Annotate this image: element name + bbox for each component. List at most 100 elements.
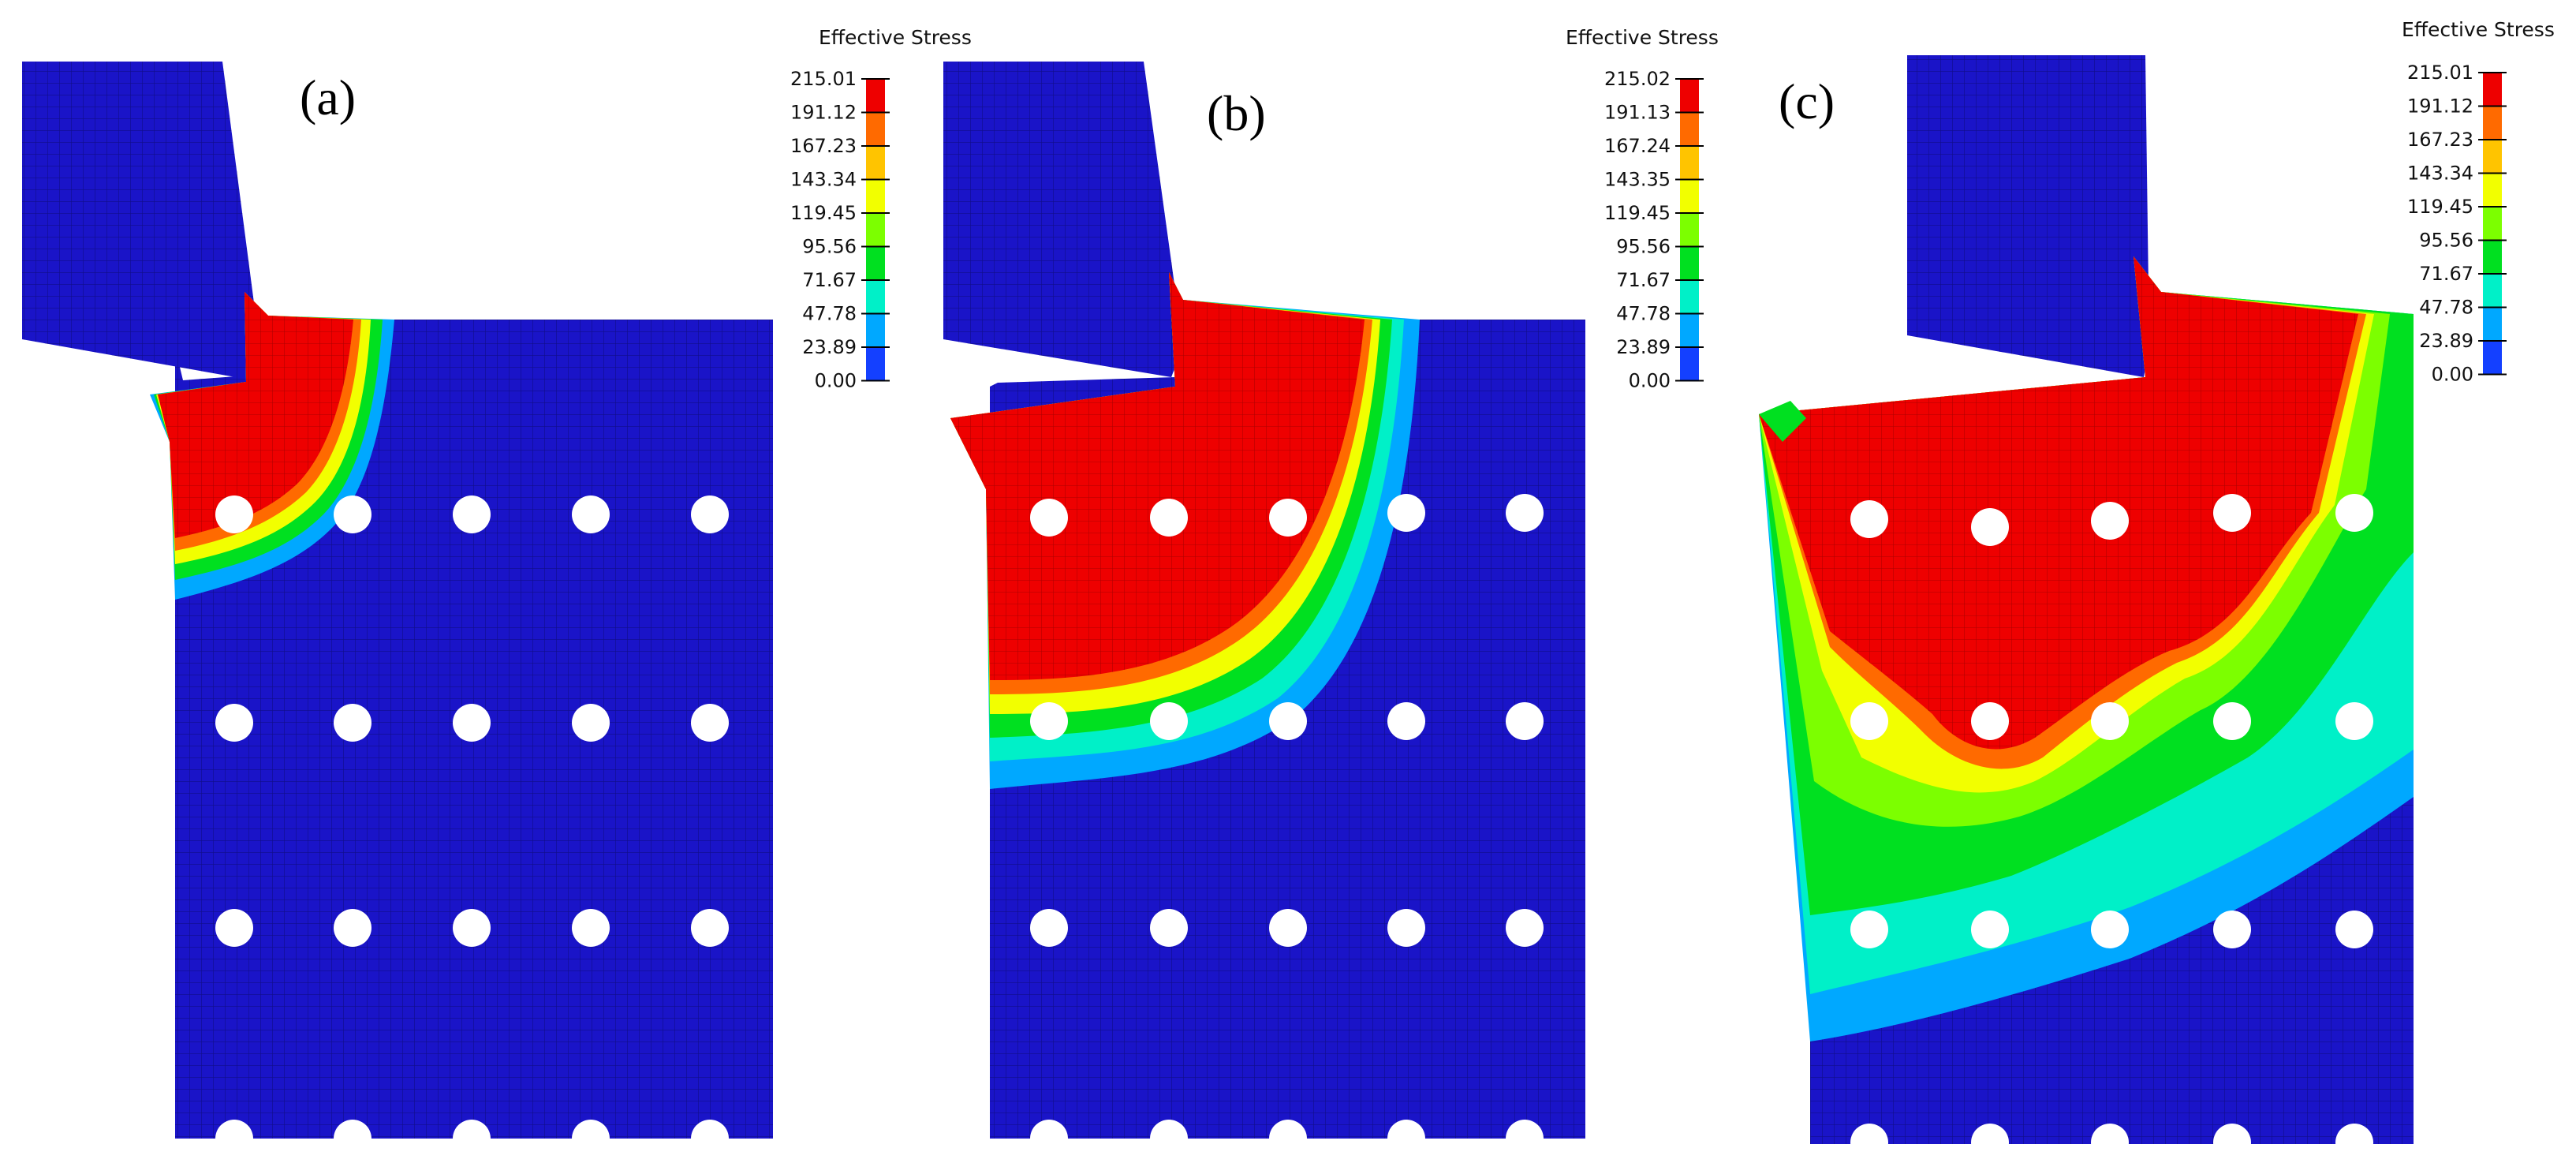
hole [691, 704, 729, 742]
hole [2213, 494, 2251, 532]
legend-color-block [1680, 112, 1699, 146]
hole [1269, 1120, 1307, 1157]
legend-color-block [2483, 307, 2502, 341]
hole [1150, 909, 1188, 947]
legend-color-block [866, 112, 885, 146]
hole [1269, 702, 1307, 740]
legend-value-label: 23.89 [802, 336, 857, 358]
legend-value-label: 71.67 [2419, 263, 2473, 285]
legend-title-b: Effective Stress [1566, 26, 1719, 49]
hole [691, 909, 729, 947]
hole [2335, 911, 2373, 948]
legend-value-label: 47.78 [1616, 303, 1671, 325]
legend-c: 215.01 191.12 167.23 143.34 119.45 95.56 71.67… [2407, 62, 2507, 386]
hole [215, 1120, 253, 1157]
hole [1387, 494, 1425, 532]
hole [334, 909, 371, 947]
hole [1030, 1120, 1068, 1157]
hole [1387, 909, 1425, 947]
legend-value-label: 143.34 [2407, 163, 2473, 185]
legend-a: 215.01 191.12 167.23 143.34 119.45 95.56 71.67… [790, 68, 890, 392]
hole [453, 1120, 491, 1157]
hole [1971, 1124, 2009, 1161]
hole [1030, 499, 1068, 537]
legend-value-label: 95.56 [1616, 236, 1671, 258]
hole [1387, 1120, 1425, 1157]
legend-color-block [1680, 313, 1699, 347]
panel-b: (b) 215.02 191.13 167.24 143.35 119.45 95.56 7… [943, 26, 1719, 1157]
legend-color-block [2483, 140, 2502, 174]
hole [572, 704, 610, 742]
hole [1971, 508, 2009, 546]
hole [1850, 911, 1888, 948]
hole [453, 704, 491, 742]
legend-color-block [2483, 73, 2502, 107]
hole [2335, 1124, 2373, 1161]
hole [572, 1120, 610, 1157]
legend-color-block [1680, 246, 1699, 280]
legend-color-block [2483, 341, 2502, 375]
legend-color-block [1680, 179, 1699, 213]
legend-value-label: 0.00 [2432, 364, 2473, 386]
hole [1150, 702, 1188, 740]
legend-value-label: 47.78 [2419, 297, 2473, 319]
hole [215, 495, 253, 533]
hole [691, 1120, 729, 1157]
hole [2091, 702, 2129, 740]
holes-a [215, 495, 729, 1157]
hole [1506, 702, 1544, 740]
legend-value-label: 71.67 [1616, 269, 1671, 291]
hole [1150, 1120, 1188, 1157]
cutting-tool-a [22, 62, 260, 379]
hole [215, 704, 253, 742]
panel-c: (c) 215.01 191.12 167.23 143.34 119.45 95.56 7… [1759, 18, 2555, 1161]
legend-value-label: 0.00 [1629, 370, 1671, 392]
legend-color-block [866, 280, 885, 314]
hole [1269, 499, 1307, 537]
legend-value-label: 167.23 [2407, 129, 2473, 151]
legend-value-label: 191.13 [1604, 102, 1671, 124]
legend-value-label: 215.01 [2407, 62, 2473, 84]
legend-value-label: 95.56 [802, 236, 857, 258]
panel-label-c: (c) [1779, 73, 1835, 129]
hole [215, 909, 253, 947]
legend-color-block [1680, 146, 1699, 180]
legend-title-c: Effective Stress [2402, 18, 2555, 41]
legend-value-label: 167.23 [790, 135, 857, 157]
legend-value-label: 215.01 [790, 68, 857, 90]
hole [572, 909, 610, 947]
hole [1850, 1124, 1888, 1161]
hole [2335, 702, 2373, 740]
legend-color-block [1680, 347, 1699, 381]
holes-c [1850, 494, 2373, 1161]
legend-value-label: 119.45 [790, 202, 857, 224]
legend-value-label: 119.45 [1604, 202, 1671, 224]
legend-value-label: 143.35 [1604, 169, 1671, 191]
hole [2213, 1124, 2251, 1161]
hole [2213, 702, 2251, 740]
legend-color-block [2483, 106, 2502, 140]
legend-color-block [1680, 79, 1699, 113]
stress-zones-a [150, 292, 394, 600]
hole [2091, 911, 2129, 948]
legend-color-block [1680, 213, 1699, 247]
legend-color-block [2483, 173, 2502, 207]
hole [1150, 499, 1188, 537]
legend-value-label: 119.45 [2407, 196, 2473, 218]
legend-value-label: 191.12 [2407, 95, 2473, 118]
legend-value-label: 23.89 [2419, 330, 2473, 352]
legend-value-label: 167.24 [1604, 135, 1671, 157]
legend-color-block [866, 79, 885, 113]
hole [572, 495, 610, 533]
legend-color-block [866, 246, 885, 280]
legend-color-block [2483, 240, 2502, 274]
legend-color-block [866, 179, 885, 213]
legend-value-label: 47.78 [802, 303, 857, 325]
hole [2091, 1124, 2129, 1161]
hole [2335, 494, 2373, 532]
hole [453, 495, 491, 533]
hole [1506, 909, 1544, 947]
hole [2213, 911, 2251, 948]
hole [1269, 909, 1307, 947]
legend-color-block [2483, 274, 2502, 308]
